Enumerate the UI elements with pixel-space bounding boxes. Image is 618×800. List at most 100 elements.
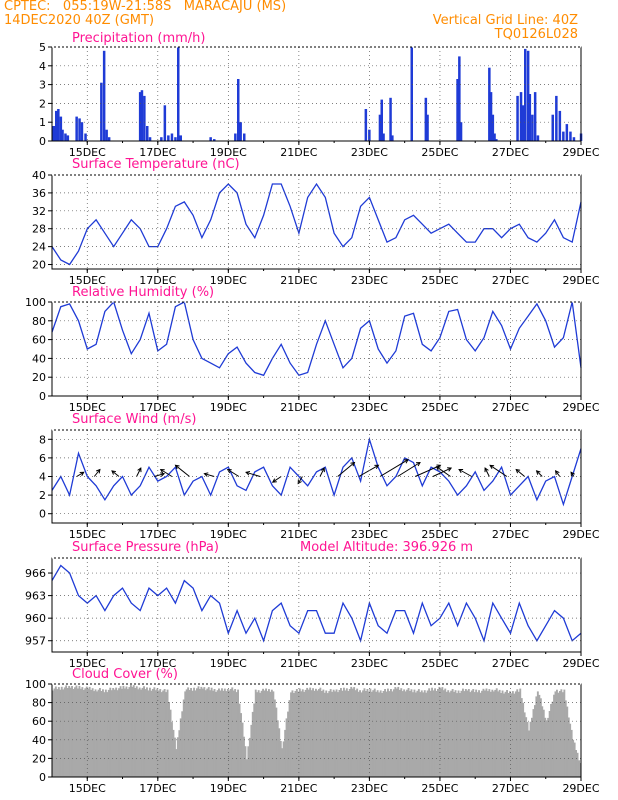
cloud-bar [285, 718, 288, 777]
cloud-bar [347, 691, 350, 777]
wind-arrowhead [403, 459, 409, 464]
cloud-bar [140, 689, 143, 777]
cloud-bar [454, 690, 457, 777]
wind-vector [272, 476, 282, 483]
cloud-bar [179, 718, 182, 777]
header-station: CPTEC: 055:19W-21:58S MARACAJU (MS) [4, 0, 287, 14]
cloud-bar [278, 728, 281, 777]
x-tick-label: 15DEC [69, 146, 106, 159]
cloud-bar [309, 687, 312, 777]
cloud-bar [559, 691, 561, 777]
cloud-bar [511, 691, 514, 777]
cloud-bar [326, 693, 329, 777]
wind-vector [319, 467, 325, 477]
y-tick-label: 0 [39, 135, 46, 148]
cloud-bar [344, 690, 347, 777]
cloud-bar [557, 692, 560, 777]
x-tick-label: 19DEC [210, 782, 247, 795]
cloud-bar [287, 711, 289, 777]
cloud-bar [146, 687, 148, 777]
cloud-bar [190, 688, 192, 777]
y-tick-label: 20 [32, 752, 46, 765]
y-tick-label: 960 [25, 612, 46, 625]
y-tick-label: 60 [32, 334, 46, 347]
cloud-bar [341, 690, 344, 777]
cloud-bar [435, 691, 438, 777]
cloud-bar [507, 693, 510, 777]
cloud-bar [228, 690, 231, 777]
cloud-bar [504, 691, 507, 778]
cloud-bar [391, 691, 394, 777]
cloud-bar [96, 691, 98, 777]
cloud-bar [178, 730, 181, 777]
cloud-bar [124, 688, 126, 777]
cloud-bar [539, 698, 542, 777]
y-tick-label: 80 [32, 315, 46, 328]
cloud-bar [97, 689, 100, 777]
cloud-bar [53, 688, 56, 777]
cloud-bar [304, 689, 307, 777]
cloud-bar [234, 689, 237, 777]
cloud-bar [99, 688, 101, 777]
cloud-bar [125, 686, 128, 777]
cloud-bar [251, 711, 254, 777]
cloud-bar [168, 702, 170, 777]
cloud-bar [256, 692, 259, 777]
x-tick-label: 27DEC [492, 146, 529, 159]
y-tick-label: 966 [25, 567, 46, 580]
cloud-bar [197, 686, 200, 777]
cloud-bar [153, 687, 156, 777]
cloud-bar [172, 729, 175, 777]
precip-bar [562, 131, 565, 141]
cloud-bar [343, 687, 345, 777]
panel-6: Cloud Cover (%) 0 20 40 60 80 100 15DEC 17DEC 19D… [25, 667, 600, 795]
cloud-bar [545, 720, 548, 777]
cloud-bar [532, 709, 535, 777]
cloud-bar [147, 690, 150, 777]
precip-bar [558, 110, 562, 141]
cloud-bar [428, 688, 431, 777]
cloud-bar [401, 691, 404, 777]
cloud-bar [62, 689, 65, 777]
cloud-bar [470, 690, 473, 777]
x-tick-label: 27DEC [492, 401, 529, 414]
cloud-bar [338, 690, 341, 777]
cloud-bar [517, 691, 520, 778]
cloud-bar [215, 691, 217, 777]
cloud-bar [71, 686, 73, 777]
cloud-bar [154, 690, 157, 777]
precip-bar [555, 95, 558, 141]
cloud-bar [498, 689, 501, 777]
cloud-bar [279, 741, 282, 777]
cloud-bar [534, 705, 536, 777]
cloud-bar [282, 741, 285, 777]
cloud-bar [144, 689, 147, 777]
precip-bar [167, 135, 170, 141]
wind-vector [536, 470, 543, 477]
cloud-bar [456, 693, 458, 777]
cloud-bar [576, 752, 579, 777]
cloud-bar [260, 690, 263, 777]
x-tick-label: 15DEC [69, 274, 106, 287]
header-grid-note: Vertical Grid Line: 40Z [432, 13, 578, 28]
wind-vector [175, 464, 190, 477]
panel-frame [51, 46, 582, 142]
x-tick-label: 19DEC [210, 657, 247, 670]
cloud-bar [288, 700, 291, 777]
wind-vector [484, 467, 490, 477]
series-line [51, 182, 582, 266]
cloud-bar [244, 746, 247, 777]
precip-bar [140, 90, 144, 141]
precip-bar [458, 56, 461, 141]
cloud-bar [69, 687, 72, 777]
precip-bar [459, 122, 463, 141]
y-tick-label: 24 [32, 241, 46, 254]
cloud-bar [322, 689, 325, 777]
precip-bar [179, 135, 182, 141]
cloud-bar [520, 698, 523, 777]
cloud-bar [229, 689, 232, 777]
cloud-bar [291, 690, 294, 777]
wind-arrowhead [174, 464, 180, 470]
cloud-bar [442, 690, 445, 777]
cloud-bar [169, 709, 172, 777]
